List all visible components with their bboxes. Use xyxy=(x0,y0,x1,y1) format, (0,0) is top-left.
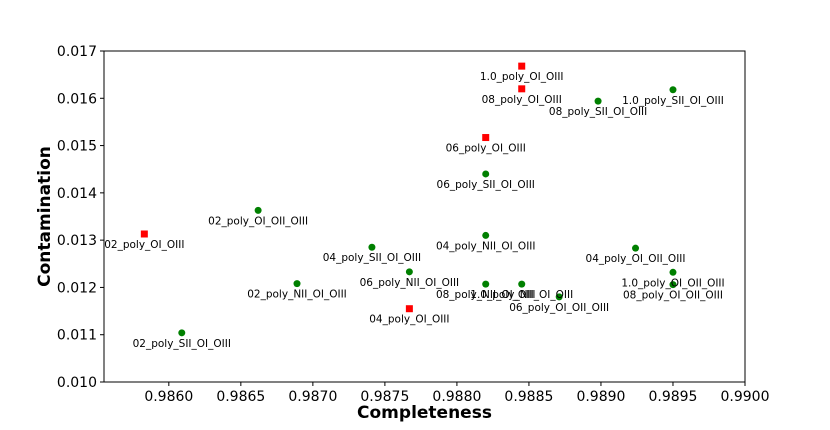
y-tick-label: 0.013 xyxy=(57,233,97,249)
plot-frame xyxy=(103,50,746,383)
data-point-circle xyxy=(254,206,262,214)
point-label: 04_poly_NII_OI_OIII xyxy=(436,240,536,252)
point-labels: 02_poly_OI_OIII 04_poly_OI_OIII 06_poly_OI… xyxy=(104,71,724,350)
data-point-circle xyxy=(293,280,301,288)
point-label: 04_poly_OI_OII_OIII xyxy=(586,253,686,265)
point-label: 1.0_poly_OI_OIII xyxy=(480,71,564,83)
x-tick-label: 0.9885 xyxy=(504,389,553,405)
point-label: 06_poly_NII_OI_OIII xyxy=(360,277,460,289)
point-label: 08_poly_NII_OI_OIII xyxy=(436,289,536,301)
data-point-circle xyxy=(669,86,677,94)
data-point-square xyxy=(518,85,526,93)
data-point-square xyxy=(405,305,413,313)
point-label: 1.0_poly_SII_OI_OIII xyxy=(622,95,724,107)
point-label: 1.0_poly_NII_OI_OIII xyxy=(470,289,573,301)
data-point-square xyxy=(518,62,526,70)
data-point-circle xyxy=(482,280,490,288)
x-tick-label: 0.9865 xyxy=(216,389,265,405)
data-point-circle xyxy=(368,243,376,251)
x-tick-label: 0.9860 xyxy=(144,389,193,405)
y-tick-label: 0.014 xyxy=(57,186,97,202)
point-label: 06_poly_OI_OIII xyxy=(446,143,526,155)
point-label: 06_poly_SII_OI_OIII xyxy=(437,179,535,191)
y-axis-ticks: 0.010 0.011 0.012 0.013 0.014 0.015 0.016 0.017 xyxy=(57,44,104,391)
x-tick-label: 0.9900 xyxy=(721,389,770,405)
point-label: 02_poly_NII_OI_OIII xyxy=(247,289,347,301)
x-axis-label: Completeness xyxy=(357,403,492,423)
data-point-circle xyxy=(178,329,186,337)
point-label: 04_poly_OI_OIII xyxy=(369,314,449,326)
data-point-circle xyxy=(555,293,563,301)
y-tick-label: 0.010 xyxy=(57,375,97,391)
y-tick-label: 0.011 xyxy=(57,328,97,344)
y-tick-label: 0.016 xyxy=(57,91,97,107)
data-point-circle xyxy=(632,244,640,252)
data-point-circle xyxy=(482,231,490,239)
point-label: 02_poly_OI_OIII xyxy=(104,239,184,251)
data-points xyxy=(140,62,677,337)
data-point-circle xyxy=(405,268,413,276)
point-label: 08_poly_SII_OI_OIII xyxy=(549,106,647,118)
y-tick-label: 0.017 xyxy=(57,44,97,60)
point-label: 1.0_poly_OI_OII_OIII xyxy=(621,277,724,289)
data-point-square xyxy=(482,134,490,142)
data-point-circle xyxy=(594,97,602,105)
y-axis-label: Contamination xyxy=(35,146,55,287)
data-point-circle xyxy=(669,268,677,276)
x-axis-ticks: 0.9860 0.9865 0.9870 0.9875 0.9880 0.9885 0.98… xyxy=(144,382,770,405)
point-label: 08_poly_OI_OII_OIII xyxy=(623,290,723,302)
x-tick-label: 0.9870 xyxy=(288,389,337,405)
y-tick-label: 0.015 xyxy=(57,139,97,155)
x-tick-label: 0.9875 xyxy=(360,389,409,405)
data-point-circle xyxy=(518,280,526,288)
point-label: 08_poly_OI_OIII xyxy=(482,94,562,106)
point-label: 02_poly_OI_OII_OIII xyxy=(208,215,308,227)
point-label: 04_poly_SII_OI_OIII xyxy=(323,252,421,264)
x-tick-label: 0.9890 xyxy=(576,389,625,405)
point-label: 06_poly_OI_OII_OIII xyxy=(509,302,609,314)
data-point-circle xyxy=(482,170,490,178)
y-tick-label: 0.012 xyxy=(57,280,97,296)
data-point-circle xyxy=(669,281,677,289)
point-label: 02_poly_SII_OI_OIII xyxy=(133,338,231,350)
x-tick-label: 0.9895 xyxy=(648,389,697,405)
data-point-square xyxy=(140,230,148,238)
x-tick-label: 0.9880 xyxy=(432,389,481,405)
